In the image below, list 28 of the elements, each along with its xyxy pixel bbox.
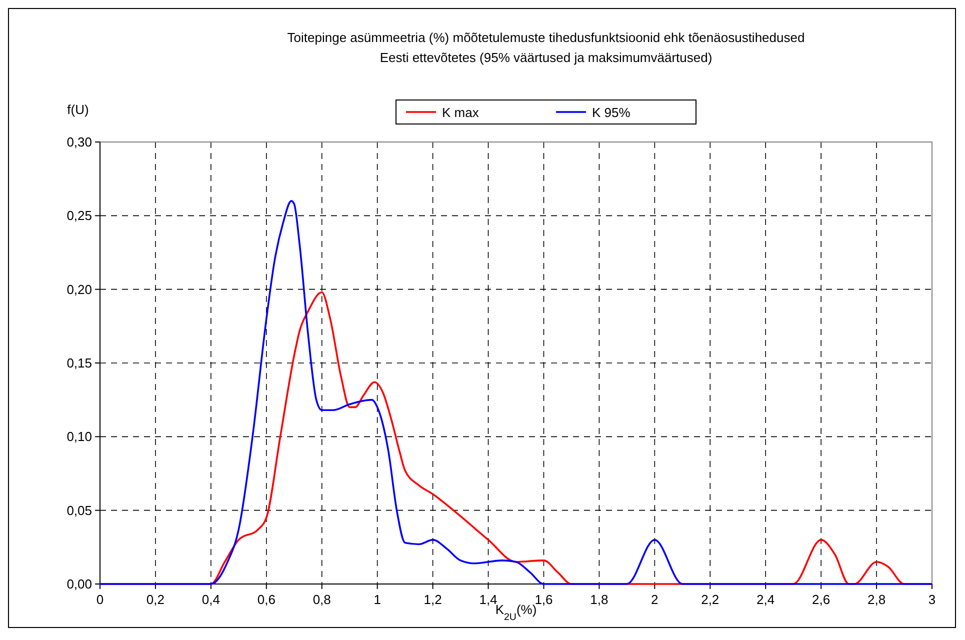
x-tick-label: 2 [651, 592, 658, 607]
x-tick-label: 1 [374, 592, 381, 607]
y-tick-label: 0,05 [66, 502, 92, 518]
x-tick-label: 1,6 [534, 592, 553, 607]
y-tick-label: 0,20 [66, 282, 92, 297]
x-axis-title: K$_{2U}$(%) [495, 602, 537, 622]
x-tick-label: 2,2 [701, 592, 720, 607]
y-tick-label: 0,30 [66, 134, 92, 150]
y-tick-label: 0,10 [66, 429, 92, 444]
x-tick-label: 1,8 [590, 592, 608, 607]
x-tick-label: 0,2 [146, 592, 165, 607]
y-tick-label: 0,25 [66, 208, 92, 224]
x-tick-label: 0,6 [257, 592, 276, 607]
chart-title: Toitepinge asümmeetria (%) mõõtetulemuste tihedusfunktsioonid ehk tõenäosustihedused Eesti ettevõtetes (95% väärtused ja maksimumväärtused) [287, 30, 805, 65]
y-axis-title: f(U) [67, 102, 89, 117]
legend-label: K max [442, 105, 480, 120]
y-tick-label: 0,00 [66, 576, 92, 592]
x-tick-label: 2,4 [756, 592, 775, 607]
x-tick-label: 1,4 [479, 592, 498, 607]
x-tick-label: 0,4 [202, 592, 220, 607]
y-tick-label: 0,15 [66, 356, 92, 370]
x-tick-label: 0,8 [312, 592, 331, 607]
x-tick-label: 3 [928, 592, 936, 607]
x-tick-label: 2,6 [812, 592, 830, 607]
legend-label: K 95% [592, 105, 631, 120]
x-tick-label: 2,8 [867, 592, 886, 607]
x-tick-label: 0 [96, 592, 104, 607]
x-tick-label: 1,2 [424, 592, 442, 607]
